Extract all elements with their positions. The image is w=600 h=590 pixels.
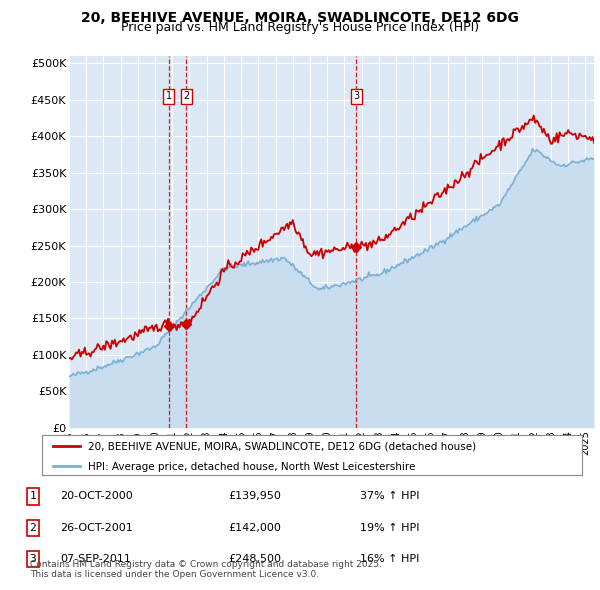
Text: £248,500: £248,500 bbox=[228, 554, 281, 564]
Text: 20, BEEHIVE AVENUE, MOIRA, SWADLINCOTE, DE12 6DG: 20, BEEHIVE AVENUE, MOIRA, SWADLINCOTE, … bbox=[81, 11, 519, 25]
Text: 20-OCT-2000: 20-OCT-2000 bbox=[60, 491, 133, 502]
Text: 16% ↑ HPI: 16% ↑ HPI bbox=[360, 554, 419, 564]
Text: 2: 2 bbox=[29, 523, 37, 533]
Text: 26-OCT-2001: 26-OCT-2001 bbox=[60, 523, 133, 533]
Text: 37% ↑ HPI: 37% ↑ HPI bbox=[360, 491, 419, 502]
Text: 20, BEEHIVE AVENUE, MOIRA, SWADLINCOTE, DE12 6DG (detached house): 20, BEEHIVE AVENUE, MOIRA, SWADLINCOTE, … bbox=[88, 442, 476, 452]
Text: 19% ↑ HPI: 19% ↑ HPI bbox=[360, 523, 419, 533]
Text: 3: 3 bbox=[353, 91, 359, 101]
Text: 1: 1 bbox=[166, 91, 172, 101]
Text: Contains HM Land Registry data © Crown copyright and database right 2025.
This d: Contains HM Land Registry data © Crown c… bbox=[30, 560, 382, 579]
Text: £142,000: £142,000 bbox=[228, 523, 281, 533]
Text: 1: 1 bbox=[29, 491, 37, 502]
Text: 3: 3 bbox=[29, 554, 37, 564]
Text: HPI: Average price, detached house, North West Leicestershire: HPI: Average price, detached house, Nort… bbox=[88, 462, 415, 472]
Text: Price paid vs. HM Land Registry's House Price Index (HPI): Price paid vs. HM Land Registry's House … bbox=[121, 21, 479, 34]
Text: 07-SEP-2011: 07-SEP-2011 bbox=[60, 554, 131, 564]
Text: 2: 2 bbox=[183, 91, 190, 101]
Text: £139,950: £139,950 bbox=[228, 491, 281, 502]
